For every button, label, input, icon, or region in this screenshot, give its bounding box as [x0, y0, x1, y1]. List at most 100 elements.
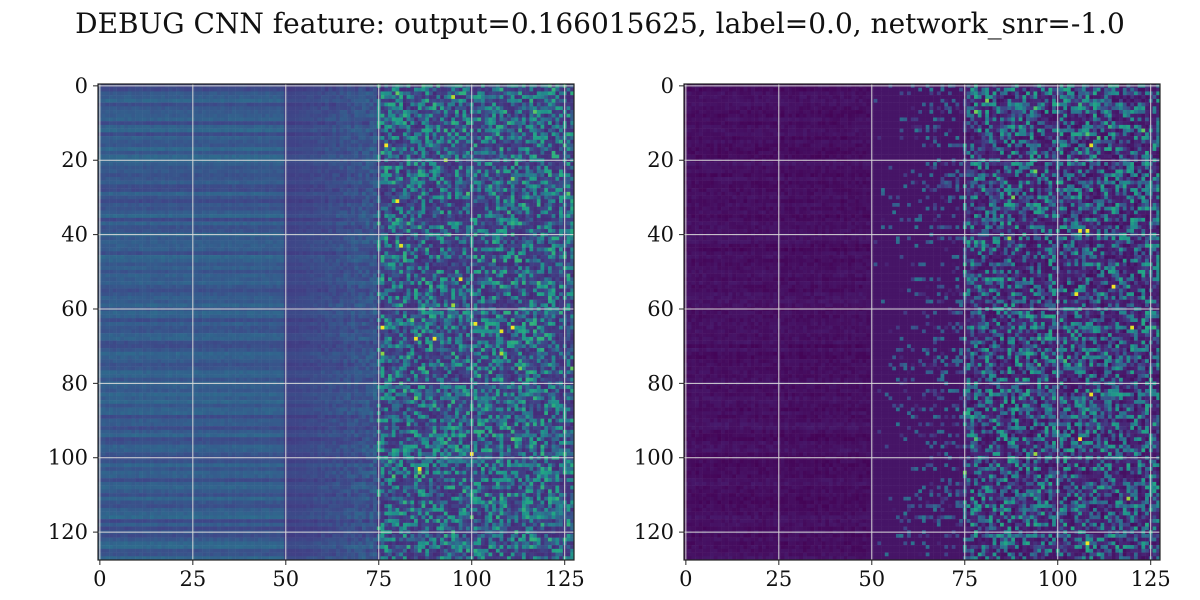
left-cell	[261, 87, 266, 92]
left-cell	[362, 121, 366, 126]
left-cell	[488, 214, 493, 219]
left-cell	[570, 199, 575, 204]
left-cell	[414, 106, 419, 111]
left-cell	[507, 221, 512, 226]
left-cell	[194, 162, 199, 167]
left-cell	[525, 203, 530, 207]
left-cell	[421, 191, 426, 196]
left-cell	[399, 147, 404, 152]
left-cell	[533, 154, 538, 159]
left-cell	[124, 169, 128, 174]
left-cell	[157, 117, 162, 122]
left-cell	[559, 162, 564, 167]
left-cell	[402, 87, 407, 92]
left-cell	[432, 136, 437, 141]
left-cell	[507, 136, 512, 141]
left-cell	[269, 217, 274, 222]
left-cell	[507, 184, 512, 189]
left-cell	[231, 124, 236, 129]
left-cell	[507, 102, 512, 107]
left-cell	[127, 206, 132, 211]
left-cell	[354, 162, 359, 167]
left-cell	[525, 210, 530, 215]
left-cell	[566, 214, 571, 219]
left-cell	[518, 203, 523, 207]
left-cell	[142, 214, 147, 219]
left-cell	[410, 221, 415, 226]
left-cell	[451, 184, 456, 189]
left-cell	[488, 124, 493, 129]
left-cell	[547, 117, 552, 122]
left-cell	[428, 143, 433, 148]
left-cell	[179, 128, 184, 133]
left-cell	[510, 117, 515, 122]
left-cell	[328, 206, 333, 211]
left-cell	[440, 98, 445, 103]
left-cell	[202, 206, 207, 211]
left-cell	[570, 147, 575, 152]
left-cell	[298, 95, 303, 100]
left-cell	[194, 147, 199, 152]
left-cell	[391, 180, 396, 185]
left-cell	[358, 154, 363, 159]
left-cell	[499, 214, 504, 219]
left-cell	[142, 147, 147, 152]
left-cell	[529, 139, 534, 144]
left-cell	[157, 150, 162, 155]
left-cell	[347, 91, 352, 96]
left-cell	[220, 191, 225, 196]
left-cell	[124, 102, 128, 107]
left-cell	[109, 206, 114, 211]
left-cell	[406, 124, 411, 129]
left-cell	[321, 124, 326, 129]
left-cell	[187, 210, 192, 215]
left-cell	[220, 102, 225, 107]
left-cell	[124, 113, 128, 118]
left-cell	[309, 128, 314, 133]
left-cell	[179, 87, 184, 92]
left-cell	[220, 95, 225, 100]
left-cell	[202, 110, 207, 114]
left-cell	[280, 147, 285, 152]
left-cell	[510, 195, 515, 200]
left-cell	[179, 154, 184, 159]
left-cell	[350, 95, 355, 100]
left-cell	[157, 87, 162, 92]
left-cell	[124, 176, 128, 181]
left-cell	[503, 199, 508, 204]
left-cell	[354, 124, 359, 129]
left-cell	[250, 150, 255, 155]
left-cell	[455, 110, 459, 114]
left-cell	[380, 195, 385, 200]
left-cell	[529, 173, 534, 178]
left-cell	[235, 217, 240, 222]
left-cell	[481, 195, 485, 200]
left-cell	[551, 203, 556, 207]
left-cell	[235, 113, 240, 118]
left-cell	[540, 124, 545, 129]
left-cell	[432, 221, 437, 226]
left-cell	[317, 165, 322, 170]
left-cell	[168, 173, 173, 178]
left-cell	[146, 143, 151, 148]
left-cell	[205, 91, 210, 96]
left-cell	[276, 214, 281, 219]
left-cell	[514, 184, 519, 189]
left-cell	[220, 203, 225, 207]
left-cell	[458, 195, 463, 200]
left-cell	[250, 206, 255, 211]
left-cell	[551, 128, 556, 133]
left-cell	[388, 154, 393, 159]
left-cell	[440, 102, 445, 107]
left-cell	[488, 106, 493, 111]
left-cell	[276, 169, 281, 174]
left-cell	[164, 173, 169, 178]
left-cell	[395, 124, 400, 129]
left-cell	[484, 214, 489, 219]
left-cell	[254, 221, 259, 226]
left-cell	[205, 87, 210, 92]
left-cell	[217, 102, 221, 107]
left-cell	[410, 143, 415, 148]
left-cell	[388, 106, 393, 111]
left-cell	[265, 195, 270, 200]
